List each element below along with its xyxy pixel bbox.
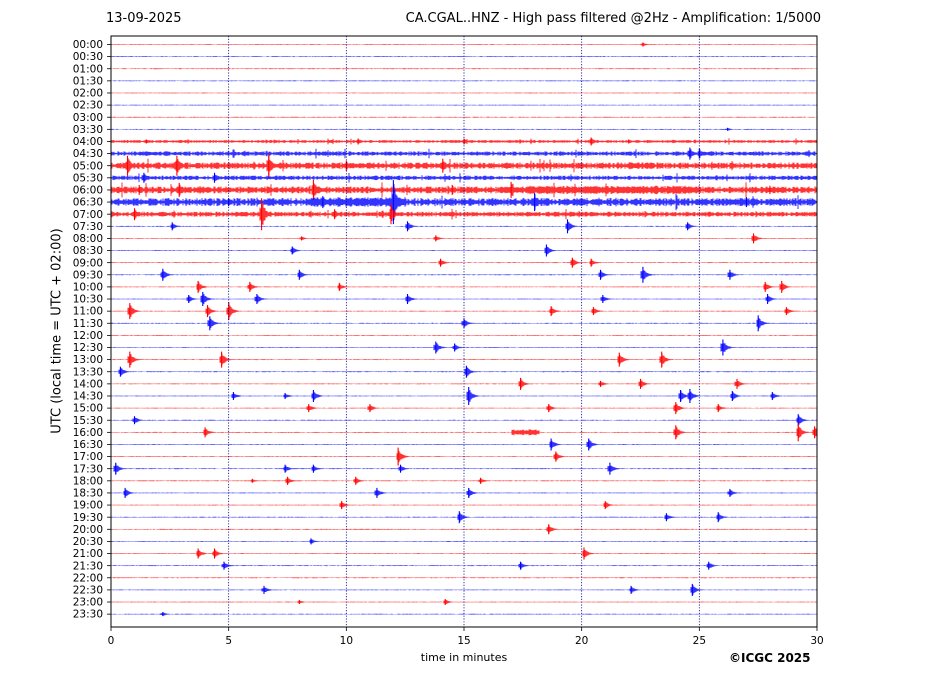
- y-tick-label: 07:30: [73, 221, 103, 233]
- y-tick-label: 21:00: [73, 548, 103, 560]
- trace-line: [110, 68, 818, 70]
- y-tick-label: 10:30: [73, 294, 103, 306]
- y-tick-label: 08:30: [73, 245, 103, 257]
- y-tick-label: 22:30: [73, 585, 103, 597]
- y-tick-label: 13:30: [73, 366, 103, 378]
- x-tick-label: 10: [340, 635, 353, 647]
- trace-line: [110, 173, 818, 183]
- chart-title: CA.CGAL..HNZ - High pass filtered @2Hz -…: [405, 11, 821, 26]
- x-tick-label: 30: [810, 635, 823, 647]
- y-tick-label: 07:00: [73, 209, 103, 221]
- y-axis-ticks: 00:0000:3001:0001:3002:0002:3003:0003:30…: [73, 39, 111, 621]
- y-tick-label: 09:00: [73, 257, 103, 269]
- y-tick-label: 19:00: [73, 500, 103, 512]
- y-tick-label: 05:30: [73, 172, 103, 184]
- y-tick-label: 15:00: [73, 403, 103, 415]
- y-tick-label: 10:00: [73, 282, 103, 294]
- x-axis-ticks: 0 5 10 15 20 25 30: [108, 627, 824, 647]
- y-tick-label: 19:30: [73, 512, 103, 524]
- y-tick-label: 01:30: [73, 75, 103, 87]
- y-tick-label: 18:00: [73, 475, 103, 487]
- y-tick-label: 17:00: [73, 451, 103, 463]
- x-tick-label: 20: [575, 635, 588, 647]
- trace-line: [110, 282, 818, 292]
- trace-line: [110, 512, 818, 522]
- y-tick-label: 15:30: [73, 415, 103, 427]
- y-tick-label: 12:00: [73, 330, 103, 342]
- x-axis-label: time in minutes: [420, 651, 508, 664]
- copyright-text: ©ICGC 2025: [729, 651, 811, 665]
- y-tick-label: 11:30: [73, 318, 103, 330]
- y-tick-label: 04:30: [73, 148, 103, 160]
- y-tick-label: 03:30: [73, 124, 103, 136]
- y-tick-label: 17:30: [73, 463, 103, 475]
- x-tick-label: 0: [108, 635, 115, 647]
- y-tick-label: 01:00: [73, 63, 103, 75]
- y-tick-label: 11:00: [73, 306, 103, 318]
- y-tick-label: 23:00: [73, 597, 103, 609]
- y-tick-label: 23:30: [73, 609, 103, 621]
- trace-line: [110, 549, 818, 558]
- y-tick-label: 02:00: [73, 88, 103, 100]
- y-tick-label: 21:30: [73, 560, 103, 572]
- x-tick-label: 15: [457, 635, 470, 647]
- y-tick-label: 05:00: [73, 160, 103, 172]
- y-tick-label: 00:30: [73, 51, 103, 63]
- y-tick-label: 13:00: [73, 354, 103, 366]
- chart-date: 13-09-2025: [106, 11, 182, 26]
- y-tick-label: 06:00: [73, 185, 103, 197]
- y-tick-label: 00:00: [73, 39, 103, 51]
- y-tick-label: 16:30: [73, 439, 103, 451]
- y-tick-label: 02:30: [73, 100, 103, 112]
- vertical-gridlines: [228, 36, 700, 627]
- y-tick-label: 12:30: [73, 342, 103, 354]
- x-tick-label: 5: [225, 635, 232, 647]
- y-tick-label: 18:30: [73, 488, 103, 500]
- y-tick-label: 14:30: [73, 391, 103, 403]
- y-tick-label: 22:00: [73, 572, 103, 584]
- y-axis-label: UTC (local time = UTC + 02:00): [49, 228, 65, 434]
- y-tick-label: 09:30: [73, 269, 103, 281]
- y-tick-label: 14:00: [73, 378, 103, 390]
- trace-line: [110, 246, 818, 255]
- y-tick-label: 06:30: [73, 197, 103, 209]
- y-tick-label: 20:30: [73, 536, 103, 548]
- y-tick-label: 08:00: [73, 233, 103, 245]
- y-tick-label: 03:00: [73, 112, 103, 124]
- y-tick-label: 20:00: [73, 524, 103, 536]
- y-tick-label: 04:00: [73, 136, 103, 148]
- y-tick-label: 16:00: [73, 427, 103, 439]
- x-tick-label: 25: [693, 635, 706, 647]
- trace-line: [110, 104, 818, 106]
